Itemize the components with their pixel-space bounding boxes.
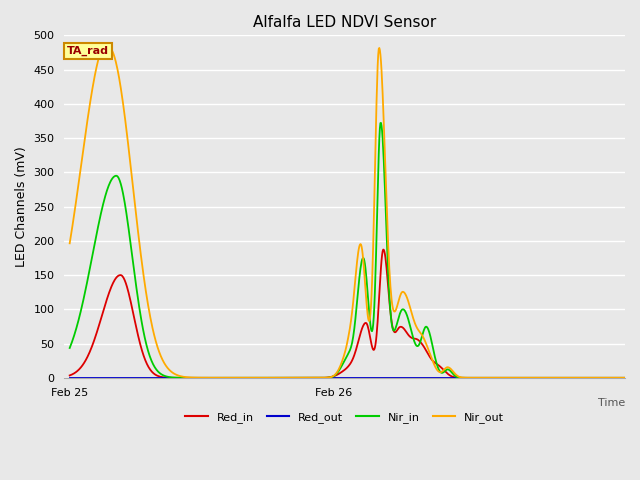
- Nir_out: [311, 375, 319, 381]
- Nir_out: [291, 375, 299, 381]
- Red_out: [66, 375, 74, 381]
- Nir_out: [509, 375, 517, 381]
- Nir_out: [102, 42, 110, 48]
- Red_in: [509, 375, 517, 381]
- Nir_out: [621, 375, 629, 381]
- Nir_in: [66, 345, 74, 351]
- Nir_in: [499, 375, 507, 381]
- Red_out: [499, 375, 506, 381]
- Nir_in: [448, 369, 456, 375]
- Red_out: [447, 375, 455, 381]
- Nir_out: [499, 375, 507, 381]
- Nir_in: [621, 375, 629, 381]
- Nir_out: [123, 131, 131, 137]
- Nir_in: [291, 375, 298, 381]
- Nir_out: [448, 367, 456, 372]
- Line: Nir_in: Nir_in: [70, 123, 625, 378]
- Red_in: [122, 282, 130, 288]
- Red_in: [291, 375, 298, 381]
- Nir_in: [509, 375, 517, 381]
- Nir_in: [310, 375, 318, 381]
- Legend: Red_in, Red_out, Nir_in, Nir_out: Red_in, Red_out, Nir_in, Nir_out: [181, 407, 509, 427]
- Red_in: [310, 375, 318, 381]
- Text: TA_rad: TA_rad: [67, 46, 109, 56]
- Nir_in: [377, 120, 385, 126]
- Red_out: [509, 375, 516, 381]
- Nir_out: [66, 240, 74, 246]
- Line: Red_in: Red_in: [70, 250, 625, 378]
- Red_in: [621, 375, 629, 381]
- Red_in: [448, 373, 456, 379]
- Text: Time: Time: [598, 398, 625, 408]
- Red_out: [621, 375, 629, 381]
- Red_in: [66, 372, 74, 378]
- Line: Nir_out: Nir_out: [70, 45, 625, 378]
- Red_in: [499, 375, 507, 381]
- Red_out: [122, 375, 130, 381]
- Red_out: [310, 375, 318, 381]
- Nir_in: [122, 210, 130, 216]
- Title: Alfalfa LED NDVI Sensor: Alfalfa LED NDVI Sensor: [253, 15, 436, 30]
- Y-axis label: LED Channels (mV): LED Channels (mV): [15, 146, 28, 267]
- Red_out: [291, 375, 298, 381]
- Red_in: [380, 247, 387, 252]
